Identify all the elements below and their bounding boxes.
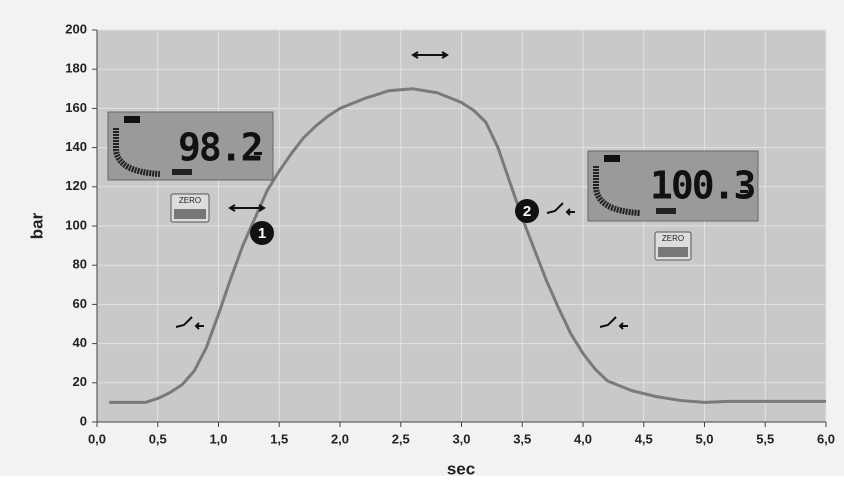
display-reading: 100.3 <box>650 164 755 208</box>
x-tick-label: 2,0 <box>331 431 349 446</box>
icons <box>175 51 628 330</box>
x-tick-label: 0,0 <box>88 431 106 446</box>
icon <box>604 155 620 162</box>
y-tick-label: 40 <box>73 335 87 350</box>
y-tick-label: 200 <box>65 21 87 36</box>
x-tick-label: 5,5 <box>756 431 774 446</box>
display-2: 100.3 <box>587 150 759 222</box>
icon <box>740 190 748 193</box>
x-tick-label: 3,5 <box>513 431 531 446</box>
step-number: 2 <box>523 203 531 220</box>
x-tick-label: 2,5 <box>392 431 410 446</box>
icon <box>656 208 676 214</box>
gauge <box>113 128 161 177</box>
button-label: ZERO <box>662 234 684 243</box>
x-tick-label: 6,0 <box>817 431 835 446</box>
button-base <box>174 209 206 219</box>
x-tick-label: 4,5 <box>635 431 653 446</box>
y-tick-label: 100 <box>65 217 87 232</box>
data-line <box>109 87 826 404</box>
step-number: 1 <box>258 225 266 242</box>
x-tick-label: 3,0 <box>452 431 470 446</box>
icon <box>124 116 140 123</box>
curve-layer <box>109 87 826 404</box>
zero-button-2: ZERO <box>654 231 692 261</box>
y-axis-label: bar <box>27 212 46 239</box>
y-tick-label: 180 <box>65 61 87 76</box>
x-tick-label: 1,0 <box>209 431 227 446</box>
y-tick-label: 0 <box>80 413 87 428</box>
y-tick-label: 80 <box>73 257 87 272</box>
button-label: ZERO <box>179 196 201 205</box>
y-tick-label: 20 <box>73 374 87 389</box>
x-tick-label: 1,5 <box>270 431 288 446</box>
step-marker <box>515 199 539 223</box>
x-tick-label: 5,0 <box>695 431 713 446</box>
display-1: 98.2 <box>107 111 274 181</box>
y-tick-label: 120 <box>65 178 87 193</box>
y-tick-label: 60 <box>73 296 87 311</box>
zero-button-1: ZERO <box>170 193 210 223</box>
y-tick-label: 160 <box>65 100 87 115</box>
icon <box>254 152 262 155</box>
x-tick-label: 4,0 <box>574 431 592 446</box>
x-tick-label: 0,5 <box>149 431 167 446</box>
gauge <box>593 166 641 216</box>
x-axis-label: sec <box>447 459 475 476</box>
button-base <box>658 247 688 257</box>
step-marker <box>250 221 274 245</box>
display-reading: 98.2 <box>178 126 262 170</box>
y-tick-label: 140 <box>65 139 87 154</box>
icon <box>172 169 192 175</box>
